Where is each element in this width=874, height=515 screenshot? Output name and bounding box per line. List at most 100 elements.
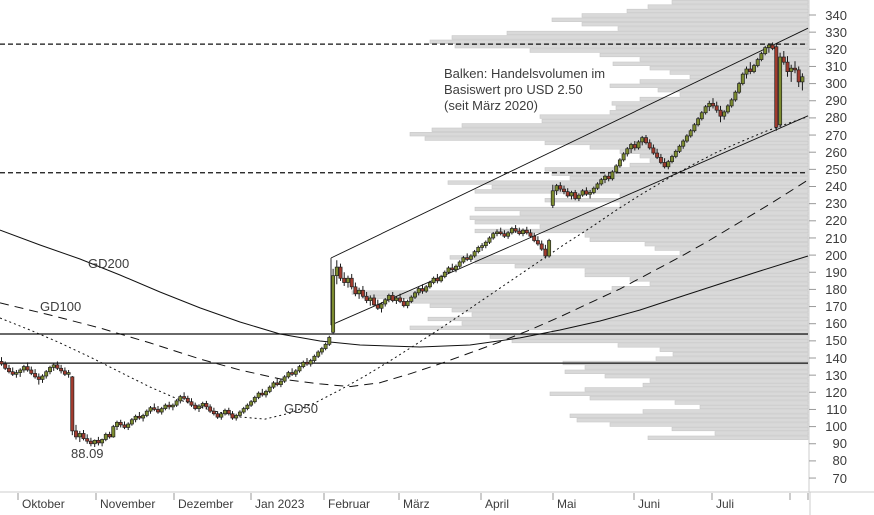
candle-down bbox=[528, 232, 533, 237]
volume-bar bbox=[429, 303, 809, 308]
gd50-label: GD50 bbox=[284, 401, 318, 416]
volume-bar bbox=[679, 92, 809, 97]
volume-bar bbox=[659, 347, 809, 352]
candle-up bbox=[614, 165, 619, 173]
volume-bar bbox=[474, 220, 809, 225]
candle-up bbox=[725, 105, 730, 113]
volume-bar bbox=[699, 404, 809, 410]
volume-bar bbox=[649, 158, 809, 163]
candle-up bbox=[554, 185, 559, 192]
y-axis-label: 250 bbox=[825, 161, 847, 177]
volume-bar bbox=[544, 140, 809, 146]
candle-down bbox=[770, 44, 775, 49]
candle-up bbox=[688, 130, 693, 137]
candle-up bbox=[681, 140, 686, 147]
volume-bar bbox=[539, 224, 809, 229]
candle-down bbox=[55, 364, 60, 369]
candle-up bbox=[178, 396, 183, 402]
volume-bar bbox=[584, 387, 809, 392]
candle-down bbox=[398, 297, 403, 302]
volume-bar bbox=[647, 435, 809, 440]
volume-bar bbox=[584, 233, 809, 238]
volume-bar bbox=[474, 206, 809, 212]
y-axis-label: 130 bbox=[825, 367, 847, 383]
candle-up bbox=[66, 372, 71, 375]
candle-up bbox=[778, 56, 783, 126]
y-axis-label: 80 bbox=[832, 453, 847, 469]
candle-down bbox=[662, 162, 667, 168]
candle-up bbox=[755, 59, 760, 66]
candle-up bbox=[759, 53, 764, 60]
candle-down bbox=[532, 235, 537, 241]
candle-down bbox=[342, 277, 347, 283]
candle-up bbox=[677, 145, 682, 152]
volume-bar bbox=[671, 0, 809, 5]
volume-bar bbox=[429, 39, 809, 44]
y-axis-label: 120 bbox=[825, 384, 847, 400]
volume-bar bbox=[654, 246, 809, 251]
volume-bar bbox=[491, 184, 809, 190]
volume-bar bbox=[647, 4, 809, 9]
volume-bar bbox=[511, 338, 809, 344]
candle-up bbox=[383, 299, 388, 305]
low-price-label: 88.09 bbox=[71, 446, 104, 461]
candle-up bbox=[413, 292, 417, 298]
volume-bar bbox=[644, 242, 809, 247]
candle-down bbox=[517, 230, 522, 235]
candle-down bbox=[226, 409, 231, 415]
candle-up bbox=[789, 67, 794, 72]
candle-up bbox=[40, 375, 45, 380]
candle-down bbox=[189, 401, 194, 406]
candle-down bbox=[372, 297, 376, 306]
volume-bar bbox=[714, 431, 809, 436]
volume-bar bbox=[451, 308, 809, 313]
candle-down bbox=[562, 188, 566, 192]
candle-up bbox=[752, 65, 756, 72]
gd200-line bbox=[0, 229, 809, 348]
candle-up bbox=[51, 364, 56, 368]
volume-bar bbox=[519, 211, 809, 216]
volume-bar bbox=[514, 264, 809, 269]
candle-down bbox=[70, 376, 75, 432]
y-axis-label: 180 bbox=[825, 281, 847, 297]
candle-up bbox=[174, 400, 179, 406]
candle-up bbox=[271, 382, 276, 388]
candle-down bbox=[338, 266, 343, 279]
volume-bar bbox=[506, 30, 809, 36]
candle-up bbox=[278, 380, 283, 385]
y-axis-label: 270 bbox=[825, 127, 847, 143]
candle-up bbox=[129, 419, 134, 425]
candle-up bbox=[48, 367, 52, 373]
volume-bar bbox=[609, 83, 809, 88]
volume-bar bbox=[584, 268, 809, 273]
y-axis-label: 150 bbox=[825, 333, 847, 349]
candle-up bbox=[297, 366, 302, 372]
volume-bar bbox=[424, 136, 809, 141]
volume-bar bbox=[461, 321, 809, 326]
candle-up bbox=[495, 231, 499, 235]
volume-bar bbox=[541, 118, 809, 124]
candle-up bbox=[334, 266, 339, 277]
y-axis-label: 190 bbox=[825, 264, 847, 280]
candle-up bbox=[442, 271, 447, 277]
candle-up bbox=[472, 251, 477, 257]
x-axis-label: Dezember bbox=[178, 497, 234, 511]
candle-down bbox=[36, 376, 41, 380]
volume-bar bbox=[629, 162, 809, 168]
volume-bar bbox=[609, 422, 809, 427]
candle-up bbox=[454, 265, 458, 271]
volume-bar bbox=[581, 22, 809, 27]
candle-up bbox=[580, 190, 585, 196]
candle-down bbox=[85, 438, 90, 442]
candle-down bbox=[260, 392, 265, 396]
candle-down bbox=[96, 439, 101, 444]
volume-bar bbox=[629, 277, 809, 282]
volume-bar bbox=[474, 189, 809, 194]
candle-up bbox=[640, 137, 645, 143]
volume-bar bbox=[639, 96, 809, 102]
candle-up bbox=[409, 296, 414, 302]
candle-up bbox=[316, 351, 321, 357]
candle-up bbox=[144, 410, 149, 416]
